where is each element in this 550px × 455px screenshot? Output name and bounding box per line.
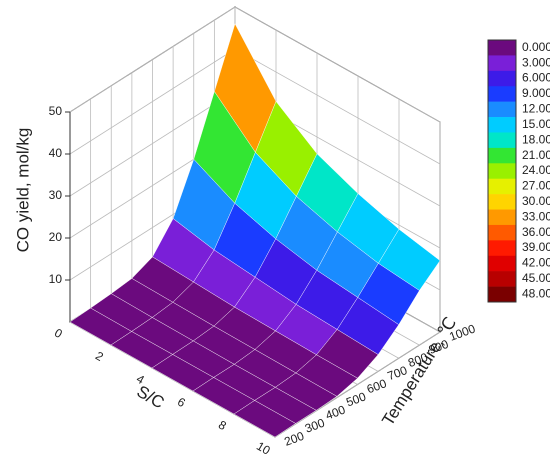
colorbar-swatch — [488, 101, 516, 118]
colorbar-label: 0.000 — [522, 40, 550, 54]
colorbar-swatch — [488, 178, 516, 195]
colorbar-label: 12.00 — [522, 102, 550, 116]
colorbar-label: 30.00 — [522, 194, 550, 208]
colorbar-frame — [487, 39, 517, 303]
z-grid-line — [234, 6, 441, 123]
y-tick-label: 800 — [406, 350, 430, 370]
colorbar-swatch — [488, 40, 516, 56]
colorbar-swatch — [488, 194, 516, 210]
z-tick-label: 10 — [49, 272, 63, 286]
y-tick-label: 700 — [385, 363, 409, 383]
colorbar-swatch — [488, 224, 516, 241]
y-tick-label: 500 — [344, 389, 368, 409]
colorbar-label: 6.000 — [522, 71, 550, 85]
x-grid-line — [274, 331, 441, 438]
colorbar-label: 33.00 — [522, 209, 550, 223]
y-tick-label: 400 — [324, 402, 348, 422]
z-axis-title: CO yield, mol/kg — [13, 128, 32, 253]
colorbar-label: 48.00 — [522, 286, 550, 300]
x-axis-title: S/C — [133, 382, 167, 413]
colorbar-label: 27.00 — [522, 179, 550, 193]
colorbar-swatch — [488, 271, 516, 287]
colorbar-swatch — [488, 286, 516, 303]
colorbar-label: 21.00 — [522, 148, 550, 162]
colorbar-label: 18.00 — [522, 132, 550, 146]
colorbar-swatch — [488, 163, 516, 180]
colorbar-swatch — [488, 255, 516, 272]
colorbar-label: 36.00 — [522, 225, 550, 239]
y-tick-label: 200 — [282, 429, 306, 449]
colorbar-label: 42.00 — [522, 256, 550, 270]
colorbar-label: 39.00 — [522, 240, 550, 254]
x-tick-label: 2 — [93, 349, 106, 365]
y-tick-label: 300 — [303, 416, 327, 436]
z-tick-label: 50 — [49, 104, 63, 118]
z-tick-label: 30 — [49, 188, 63, 202]
z-tick-label: 40 — [49, 146, 63, 160]
colorbar-label: 3.000 — [522, 55, 550, 69]
y-tick-label: 600 — [365, 376, 389, 396]
colorbar-label: 24.00 — [522, 163, 550, 177]
x-tick-label: 8 — [216, 418, 229, 434]
colorbar-swatch — [488, 147, 516, 164]
y-tick-label: 900 — [427, 337, 451, 357]
x-tick-label: 0 — [52, 326, 65, 342]
surface-cell — [233, 400, 297, 438]
colorbar-label: 15.00 — [522, 117, 550, 131]
z-grid-line — [234, 48, 441, 165]
colorbar-swatch — [488, 117, 516, 133]
colorbar-swatch — [488, 86, 516, 102]
colorbar-swatch — [488, 55, 516, 72]
colorbar-swatch — [488, 132, 516, 149]
x-tick-label: 6 — [175, 395, 188, 411]
colorbar-swatch — [488, 70, 516, 87]
colorbar-label: 45.00 — [522, 271, 550, 285]
colorbar-swatch — [488, 240, 516, 257]
colorbar-label: 9.000 — [522, 86, 550, 100]
z-tick-label: 20 — [49, 230, 63, 244]
x-tick-label: 10 — [254, 439, 273, 455]
colorbar-swatch — [488, 209, 516, 226]
